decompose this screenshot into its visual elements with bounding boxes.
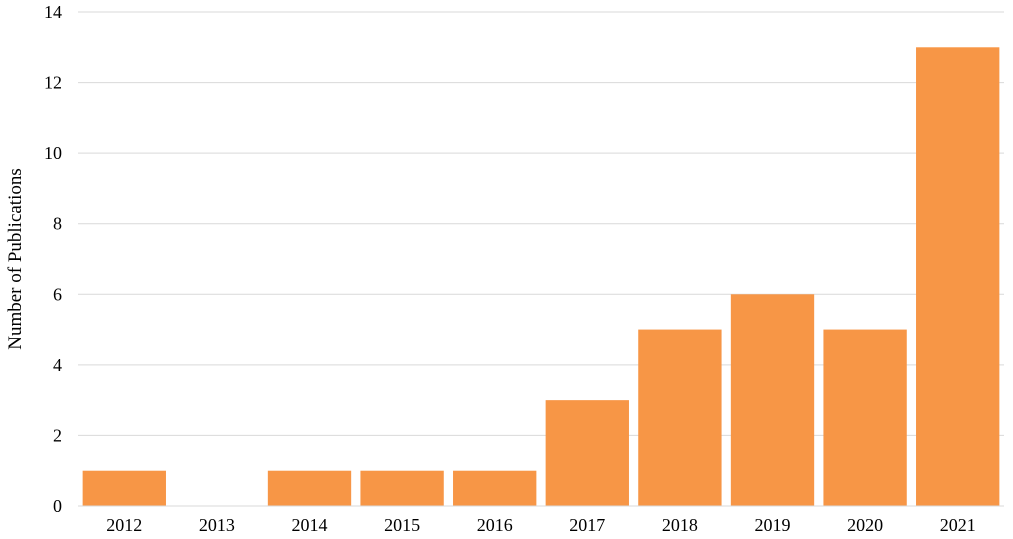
x-tick-label-2013: 2013 [199,515,235,535]
bar-2020 [823,329,907,506]
x-tick-label-2012: 2012 [106,515,142,535]
y-tick-labels: 0 2 4 6 8 10 12 14 [44,2,62,516]
y-tick-label: 10 [44,143,62,163]
x-tick-labels: 2012 2013 2014 2015 2016 2017 2018 2019 2020 2021 [106,515,975,535]
bar-2012 [82,470,166,506]
x-tick-label-2014: 2014 [292,515,328,535]
y-tick-label: 2 [53,425,62,445]
bar-2018 [638,329,722,506]
x-tick-label-2015: 2015 [384,515,420,535]
y-tick-label: 4 [53,355,62,375]
y-tick-label: 14 [44,2,62,22]
bar-2014 [267,470,352,506]
bar-2019 [730,294,815,506]
y-tick-label: 0 [53,496,62,516]
x-tick-label-2020: 2020 [847,515,883,535]
bars [82,47,1000,507]
bar-2021 [916,47,1000,507]
y-tick-label: 12 [44,73,62,93]
gridlines [78,11,1004,436]
bar-2016 [453,470,537,506]
x-tick-label-2016: 2016 [477,515,513,535]
x-tick-label-2017: 2017 [569,515,605,535]
x-tick-label-2021: 2021 [940,515,976,535]
bar-2017 [545,400,629,506]
y-tick-label: 8 [53,214,62,234]
bar-2015 [360,470,444,506]
y-axis-title: Number of Publications [5,168,26,350]
x-tick-label-2018: 2018 [662,515,698,535]
y-tick-label: 6 [53,284,62,304]
x-tick-label-2019: 2019 [755,515,791,535]
